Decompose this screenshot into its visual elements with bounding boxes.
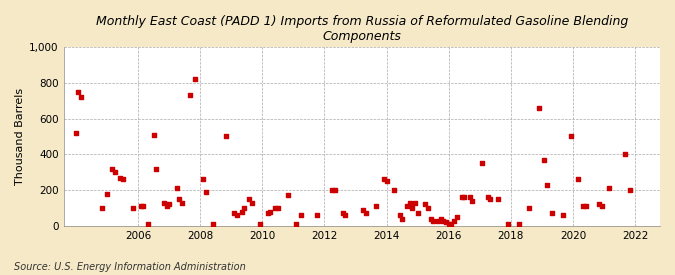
Point (451, 215, 462, 219)
Point (513, 222, 524, 226)
Point (265, 209, 275, 214)
Point (593, 202, 604, 207)
Point (466, 199, 477, 203)
Point (620, 152, 630, 156)
Point (578, 204, 589, 208)
Point (438, 218, 449, 223)
Point (71, 131, 82, 135)
Point (128, 206, 138, 210)
Point (464, 195, 475, 199)
Point (624, 188, 635, 192)
Point (435, 216, 446, 221)
Point (296, 213, 306, 217)
Point (208, 222, 219, 226)
Point (565, 134, 576, 139)
Point (337, 211, 348, 216)
Point (327, 188, 338, 192)
Point (371, 204, 382, 208)
Point (200, 190, 211, 194)
Point (76, 95, 86, 99)
Point (503, 222, 514, 226)
Point (184, 93, 195, 97)
Point (340, 213, 351, 217)
Point (397, 216, 408, 221)
Point (151, 166, 161, 171)
Point (433, 218, 444, 223)
Point (171, 186, 182, 191)
Point (329, 188, 340, 192)
Point (604, 186, 615, 191)
Point (404, 200, 415, 205)
Point (542, 183, 553, 187)
Point (459, 195, 470, 199)
Point (221, 134, 232, 139)
Point (534, 106, 545, 110)
Point (115, 175, 126, 180)
Point (290, 222, 301, 226)
Point (547, 211, 558, 216)
Point (360, 211, 371, 216)
Point (73, 89, 84, 94)
Point (443, 222, 454, 226)
Point (231, 213, 242, 217)
Point (410, 200, 421, 205)
Title: Monthly East Coast (PADD 1) Imports from Russia of Reformulated Gasoline Blendin: Monthly East Coast (PADD 1) Imports from… (96, 15, 628, 43)
Point (412, 211, 423, 216)
Point (580, 204, 591, 208)
Point (485, 197, 495, 201)
Point (159, 200, 169, 205)
Point (161, 204, 172, 208)
Point (270, 206, 281, 210)
Point (358, 208, 369, 212)
Point (177, 200, 188, 205)
Point (97, 206, 107, 210)
Point (441, 220, 452, 224)
Text: Source: U.S. Energy Information Administration: Source: U.S. Energy Information Administ… (14, 262, 245, 272)
Point (379, 177, 389, 182)
Point (573, 177, 584, 182)
Point (135, 204, 146, 208)
Point (138, 204, 148, 208)
Point (420, 202, 431, 207)
Point (456, 195, 467, 199)
Point (107, 166, 117, 171)
Point (262, 211, 273, 216)
Point (273, 206, 284, 210)
Point (311, 213, 322, 217)
Point (381, 179, 392, 183)
Point (117, 177, 128, 182)
Point (446, 222, 456, 226)
Point (524, 206, 535, 210)
Point (246, 200, 257, 205)
Point (228, 211, 239, 216)
Point (102, 191, 113, 196)
Point (164, 202, 175, 207)
Point (482, 195, 493, 199)
Point (190, 77, 200, 81)
Point (407, 206, 418, 210)
Point (394, 213, 405, 217)
Point (174, 197, 185, 201)
Point (244, 197, 254, 201)
Point (389, 188, 400, 192)
Point (109, 170, 120, 174)
Point (477, 161, 488, 166)
Point (539, 158, 550, 162)
Point (236, 209, 247, 214)
Point (402, 204, 413, 208)
Point (143, 222, 154, 226)
Point (428, 218, 439, 223)
Point (449, 218, 460, 223)
Point (197, 177, 208, 182)
Point (148, 133, 159, 137)
Point (239, 206, 250, 210)
Point (283, 193, 294, 198)
Point (425, 216, 436, 221)
Point (558, 213, 568, 217)
Y-axis label: Thousand Barrels: Thousand Barrels (15, 88, 25, 185)
Point (423, 206, 433, 210)
Point (596, 204, 607, 208)
Point (254, 222, 265, 226)
Point (493, 197, 504, 201)
